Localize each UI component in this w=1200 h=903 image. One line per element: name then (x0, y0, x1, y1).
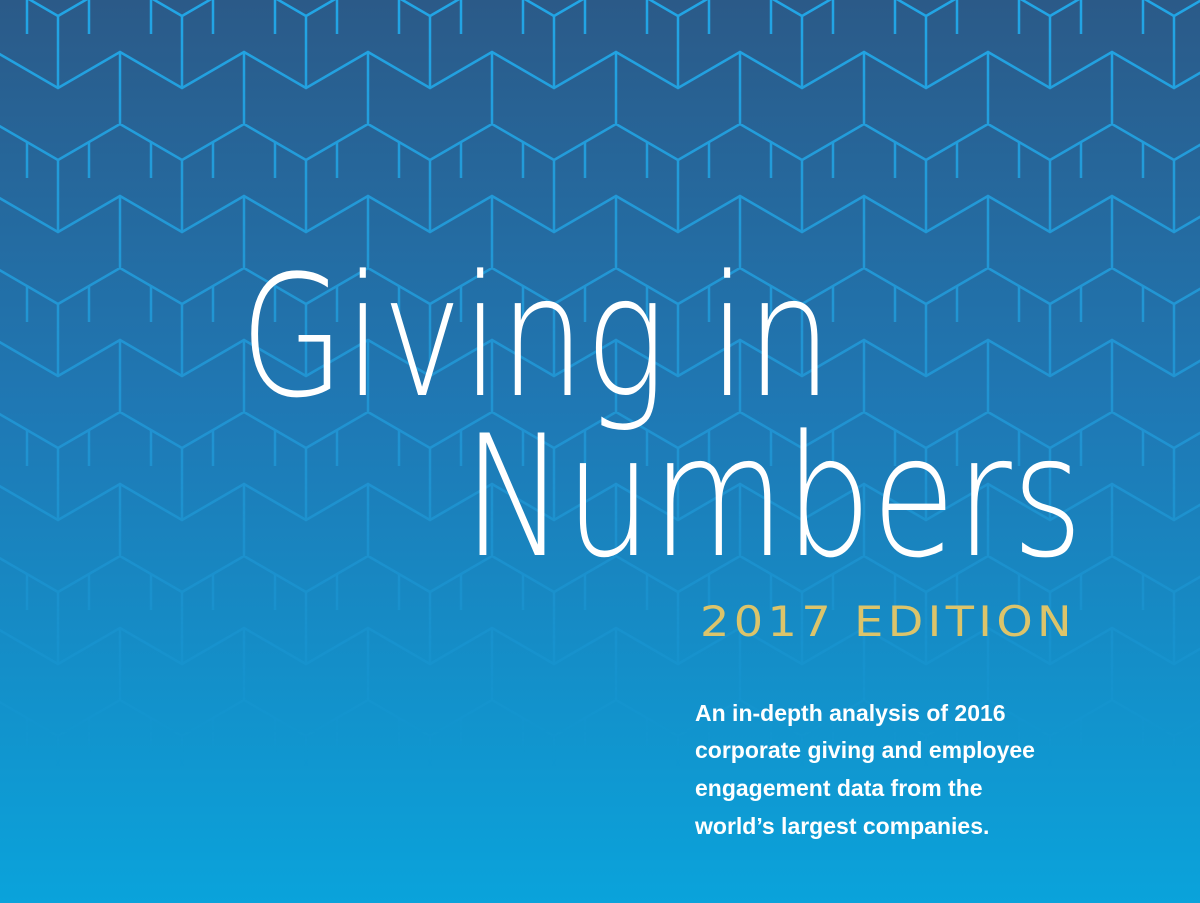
description-line: corporate giving and employee (695, 737, 1035, 763)
description-line: An in-depth analysis of 2016 (695, 700, 1006, 726)
title-line: Giving in (240, 239, 832, 435)
title-line: Numbers (463, 399, 1083, 595)
description-line: engagement data from the (695, 775, 983, 801)
edition: 2017 EDITION (700, 597, 1076, 646)
description-line: world’s largest companies. (694, 813, 989, 839)
